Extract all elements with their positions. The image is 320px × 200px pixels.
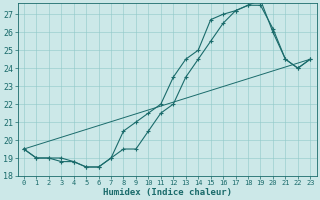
X-axis label: Humidex (Indice chaleur): Humidex (Indice chaleur) (103, 188, 232, 197)
